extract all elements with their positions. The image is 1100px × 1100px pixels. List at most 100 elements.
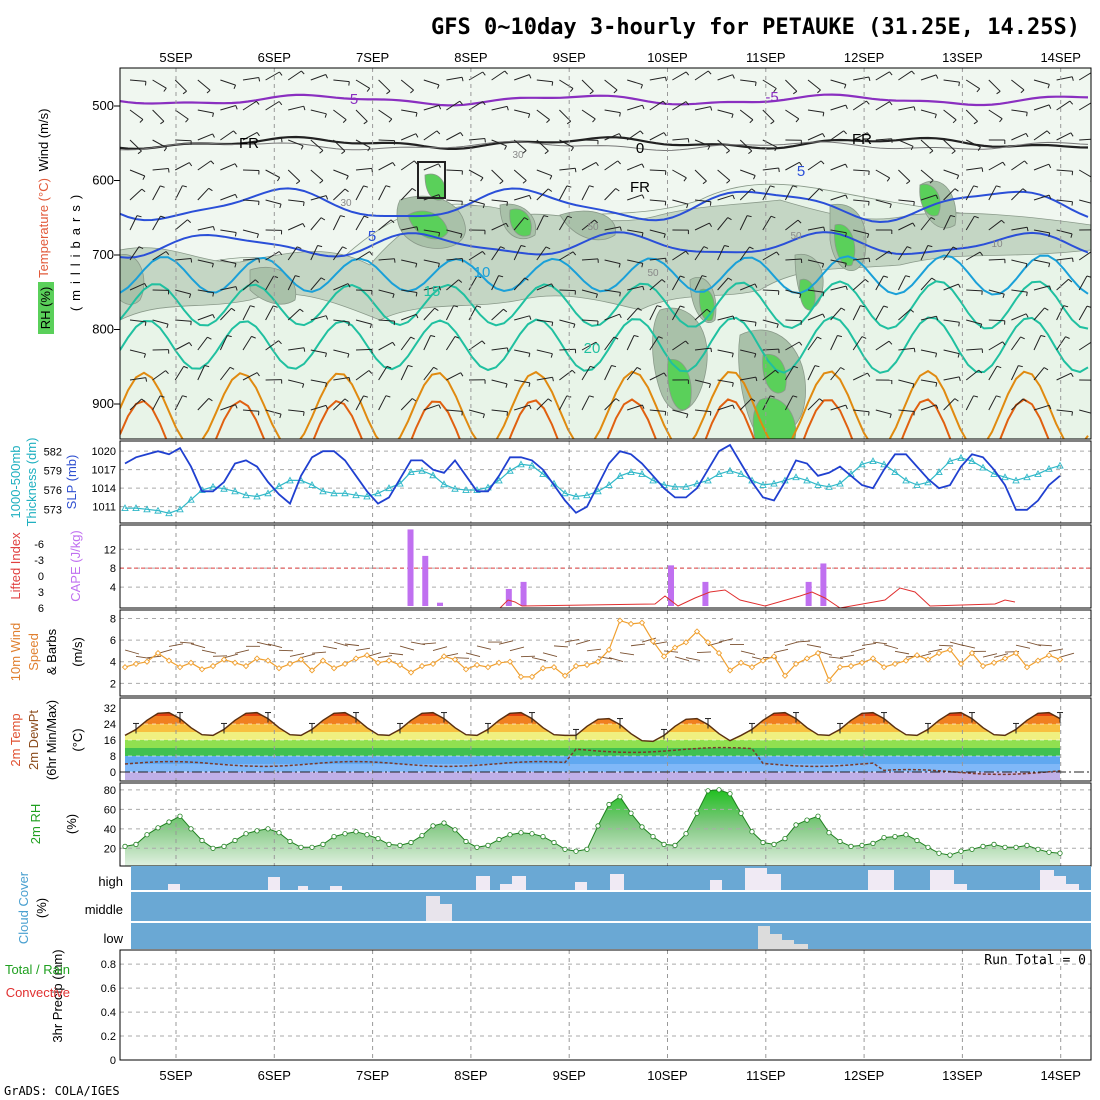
wind-speed-point (528, 673, 536, 681)
wind-barb-flag (592, 118, 596, 123)
wind-barb-flag (860, 305, 865, 308)
wind-barb (175, 289, 191, 295)
wind-barb (1033, 285, 1050, 291)
thickness-point (418, 466, 426, 474)
wind-barb (1056, 305, 1065, 321)
wind-barb-flag (1093, 102, 1096, 105)
wind-barb-flag (936, 316, 939, 321)
wind-barb (1078, 251, 1091, 261)
wind-speed-point (407, 669, 415, 676)
cloud-boxes (168, 868, 1079, 949)
wind-barb (491, 379, 508, 385)
wind-barb (423, 130, 438, 141)
rh-point (936, 850, 942, 856)
wind-barb-10m (982, 653, 998, 658)
wind-barb (649, 169, 666, 172)
cloud-cover-panel: Cloud Cover (%) high middle low (16, 866, 1091, 949)
wind-barb-flag (1046, 130, 1051, 135)
wind-barb (920, 277, 933, 291)
wind-barb (988, 109, 1003, 120)
wind-barb (400, 336, 412, 351)
wind-barb (220, 193, 236, 201)
wind-barb-flag (299, 308, 304, 313)
wind-barb-flag (388, 118, 393, 123)
wind-barb (197, 79, 211, 91)
wind-barb-flag (438, 194, 441, 199)
wind-barb (378, 139, 395, 142)
wind-barb (446, 100, 461, 111)
cape-li-panel: 4 8 12 -6 -3 0 3 6 Lifted Index CAPE (J/kg) (8, 524, 1092, 615)
rh-point (298, 844, 304, 850)
rh-point (342, 831, 348, 837)
wind-barb-flag (476, 305, 482, 308)
wind-speed-point (264, 657, 272, 664)
wind-barb-10m (300, 653, 316, 659)
wind-barb-flag (251, 335, 256, 339)
wind-barb-flag (235, 404, 238, 409)
wind-barb (966, 348, 983, 351)
wind-barb-flag (368, 370, 373, 374)
wind-barb-10m (542, 652, 558, 658)
wind-barb (1033, 130, 1048, 141)
wind-speed-point (429, 660, 437, 668)
wind-barb (219, 335, 228, 351)
wind-barb-flag (754, 353, 757, 358)
wind-barb-flag (166, 323, 169, 329)
wind-speed-point (660, 653, 668, 660)
wind-barb (965, 109, 978, 122)
wind-barb (242, 229, 259, 235)
wind-barb (332, 215, 341, 231)
wind-barb-flag (325, 74, 328, 79)
wind-barb-flag (461, 77, 464, 82)
wind-barb (514, 74, 530, 81)
wind-speed-point (209, 662, 217, 670)
wind-barb (333, 283, 349, 291)
wind-barb-flag (1070, 372, 1074, 378)
wind-barb (875, 138, 892, 141)
wind-barb (197, 336, 208, 351)
contour-label: FR (852, 131, 872, 148)
contour-freezing (120, 135, 1089, 151)
wind-barb (310, 245, 319, 261)
wind-barb (491, 139, 507, 147)
wind-barb (1033, 104, 1050, 111)
wind-barb (220, 259, 237, 264)
wind-barb (853, 409, 870, 413)
wind-barb-flag (976, 88, 981, 93)
wind-barb (378, 289, 395, 295)
wind-barb (852, 336, 863, 351)
wind-barb (514, 404, 530, 411)
precip-grid (120, 950, 1091, 1060)
wind-barb-flag (814, 365, 820, 368)
wind-barb (1078, 275, 1088, 291)
wind-barb-flag (702, 180, 707, 185)
ylabel-speed: Speed (26, 633, 41, 671)
wind-barb-flag (208, 397, 213, 402)
ylabel-millibars: (millibars) (68, 189, 83, 311)
wind-barb-flag (913, 348, 916, 353)
wind-barb-10m (1048, 648, 1064, 653)
wind-barb (333, 377, 350, 381)
wind-barb (401, 289, 418, 293)
wind-speed-point (737, 659, 745, 666)
wind-barb-flag (845, 104, 848, 109)
wind-barb-flag (996, 365, 1002, 369)
wind-barb-10m (377, 655, 393, 659)
wind-barb-flag (505, 223, 509, 228)
rh-point (881, 834, 887, 841)
wind-speed-point (572, 662, 580, 670)
wind-barb (152, 251, 167, 261)
wind-barb-10m (212, 655, 228, 657)
wind-barb-flag (341, 150, 346, 155)
wind-barb-flag (415, 112, 418, 117)
wind-barb (717, 194, 734, 201)
wind-barb-flag (641, 263, 644, 268)
wind-barb-flag (369, 323, 372, 329)
wind-barb (898, 222, 914, 231)
cape-tick: 8 (110, 563, 116, 575)
wind-barb-10m (773, 648, 789, 653)
wind-barb-flag (458, 279, 463, 283)
thickness-point (231, 487, 239, 495)
day-label-top: 14SEP (1040, 50, 1080, 65)
rh-point (914, 837, 920, 844)
